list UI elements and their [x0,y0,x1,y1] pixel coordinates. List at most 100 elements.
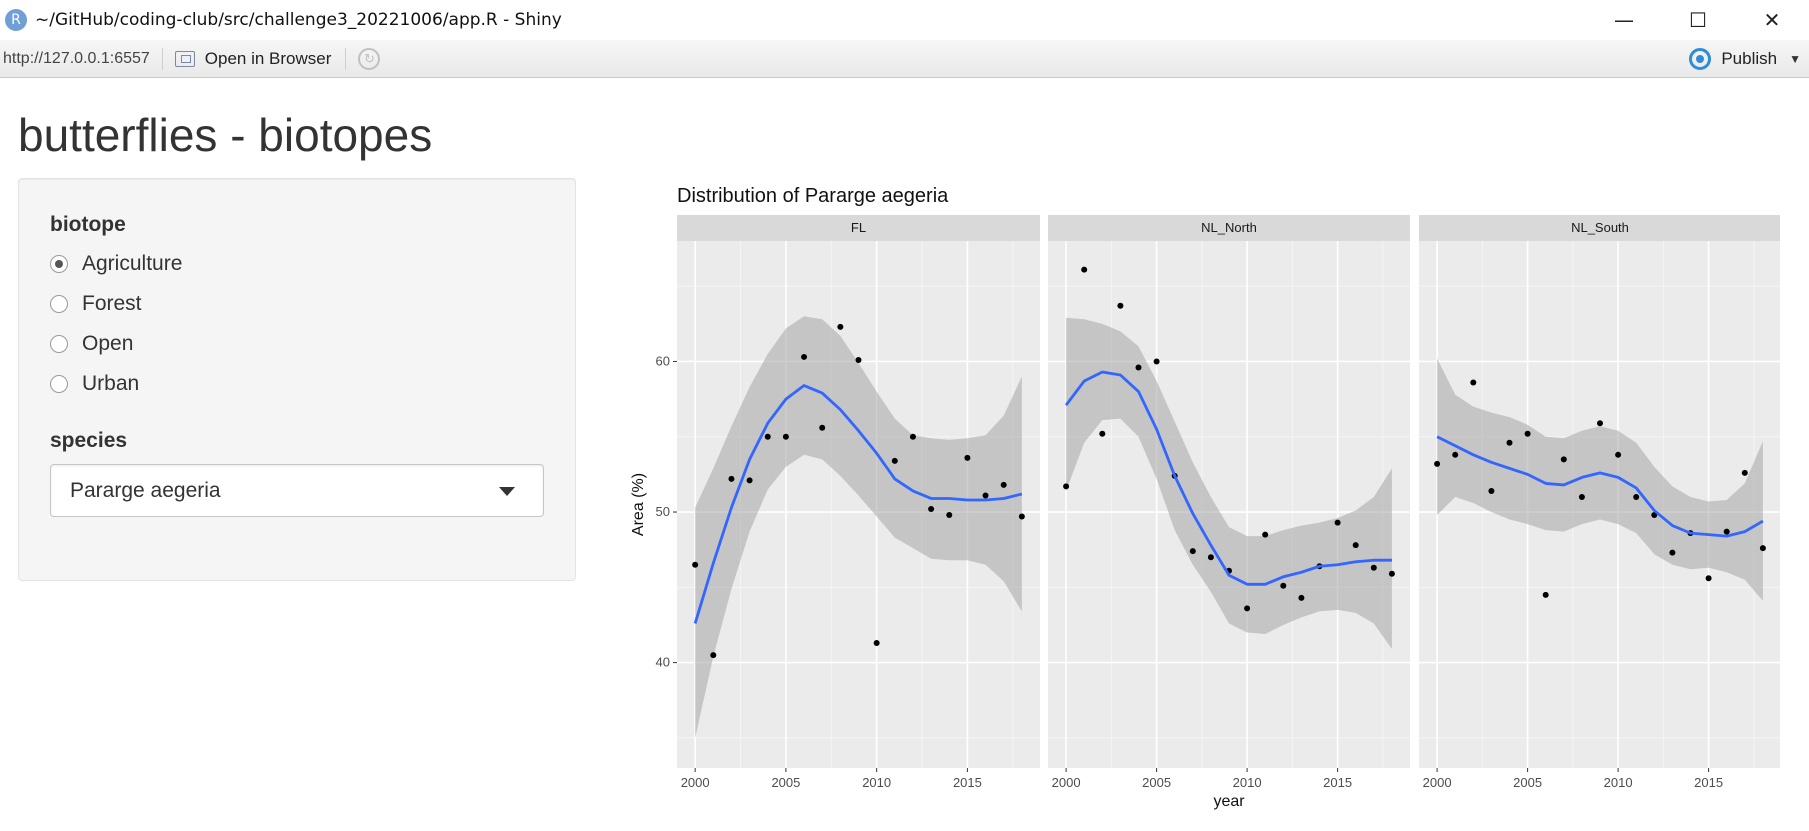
refresh-button[interactable]: ↻ [358,47,381,70]
data-point [928,506,935,513]
y-tick-label: 40 [656,655,670,670]
data-point [1524,430,1531,437]
open-in-browser-button[interactable]: Open in Browser [174,47,347,70]
data-point [1099,430,1106,437]
data-point [964,454,971,461]
open-in-browser-label: Open in Browser [204,48,332,68]
data-point [728,475,735,482]
smooth-line [1064,370,1392,586]
page-title: butterflies - biotopes [18,109,433,161]
x-tick-label: 2010 [1604,775,1633,790]
data-point [1759,545,1766,552]
refresh-icon: ↻ [363,50,375,66]
radio-label: Urban [82,372,140,395]
species-select[interactable]: Pararge aegeria [50,464,544,517]
data-point [1135,364,1142,371]
facet-strip-label: NL_North [1201,220,1257,235]
data-point [1207,554,1214,561]
x-axis-title: year [1213,793,1245,810]
data-point [801,353,808,360]
data-point [1370,564,1377,571]
radio-label: Open [82,332,134,355]
facet-strip-label: FL [851,220,866,235]
x-tick-label: 2010 [1233,775,1262,790]
open-in-browser-icon [174,50,195,67]
chevron-down-icon [499,487,515,496]
confidence-band [1437,358,1763,601]
facet-strip [677,215,1040,241]
publish-icon [1689,48,1712,70]
minimize-button[interactable]: — [1587,0,1661,40]
data-point [1018,513,1025,520]
data-point [1506,439,1513,446]
close-button[interactable]: ✕ [1735,0,1809,40]
data-point [1669,549,1676,556]
radio-urban[interactable]: Urban [50,369,139,399]
plot-title: Distribution of Pararge aegeria [677,185,949,207]
publish-button[interactable]: Publish ▼ [1689,40,1801,78]
data-point [819,424,826,431]
smooth-line [1436,435,1764,538]
data-point [1452,451,1459,458]
facet-strip [1419,215,1780,241]
data-point [1388,570,1395,577]
data-point [1244,605,1251,612]
x-tick-label: 2015 [1323,775,1352,790]
data-point [946,512,953,519]
sidebar-panel: biotope Agriculture Forest Open Urban sp… [18,178,576,581]
x-tick-label: 2005 [771,775,800,790]
facet-strip [1048,215,1410,241]
data-point [1189,548,1196,555]
radio-agriculture[interactable]: Agriculture [50,249,182,279]
data-point [909,433,916,440]
window-controls: — ☐ ✕ [1587,0,1809,40]
data-point [1000,481,1007,488]
species-select-value: Pararge aegeria [70,478,221,502]
y-tick-label: 50 [656,504,670,519]
smooth-line [693,384,1023,624]
data-point [1560,456,1567,463]
data-point [1280,582,1287,589]
data-point [1262,531,1269,538]
data-point [1597,420,1603,427]
data-point [1578,493,1585,500]
window-titlebar: R ~/GitHub/coding-club/src/challenge3_20… [0,0,1809,40]
data-point [1723,528,1730,535]
data-point [1117,302,1124,309]
radio-label: Agriculture [82,252,183,275]
close-icon: ✕ [1763,8,1781,32]
data-point [1434,460,1441,467]
x-tick-label: 2005 [1142,775,1171,790]
data-point [891,457,898,464]
x-tick-label: 2010 [862,775,891,790]
species-label: species [50,429,128,452]
data-point [746,477,753,484]
data-point [1081,266,1088,273]
radio-button[interactable] [50,295,68,313]
data-point [1542,591,1549,598]
data-point [764,433,771,440]
data-point [692,561,699,568]
x-tick-label: 2000 [1052,775,1081,790]
data-point [1705,575,1712,582]
data-point [1470,379,1477,386]
y-axis-title: Area (%) [630,473,647,536]
radio-button[interactable] [50,255,68,273]
data-point [1153,358,1160,365]
data-point [982,492,989,499]
maximize-button[interactable]: ☐ [1661,0,1735,40]
facet-strip-label: NL_South [1571,220,1629,235]
publish-dropdown-icon[interactable]: ▼ [1789,52,1801,66]
data-point [1063,483,1070,490]
radio-button[interactable] [50,375,68,393]
radio-forest[interactable]: Forest [50,289,142,319]
radio-button[interactable] [50,335,68,353]
biotope-label: biotope [50,213,126,236]
window-title: ~/GitHub/coding-club/src/challenge3_2022… [35,10,562,30]
data-point [710,652,717,659]
data-point [1633,493,1640,500]
x-tick-label: 2000 [1423,775,1452,790]
radio-label: Forest [82,292,142,315]
facet-panel [1048,241,1410,768]
radio-open[interactable]: Open [50,329,133,359]
